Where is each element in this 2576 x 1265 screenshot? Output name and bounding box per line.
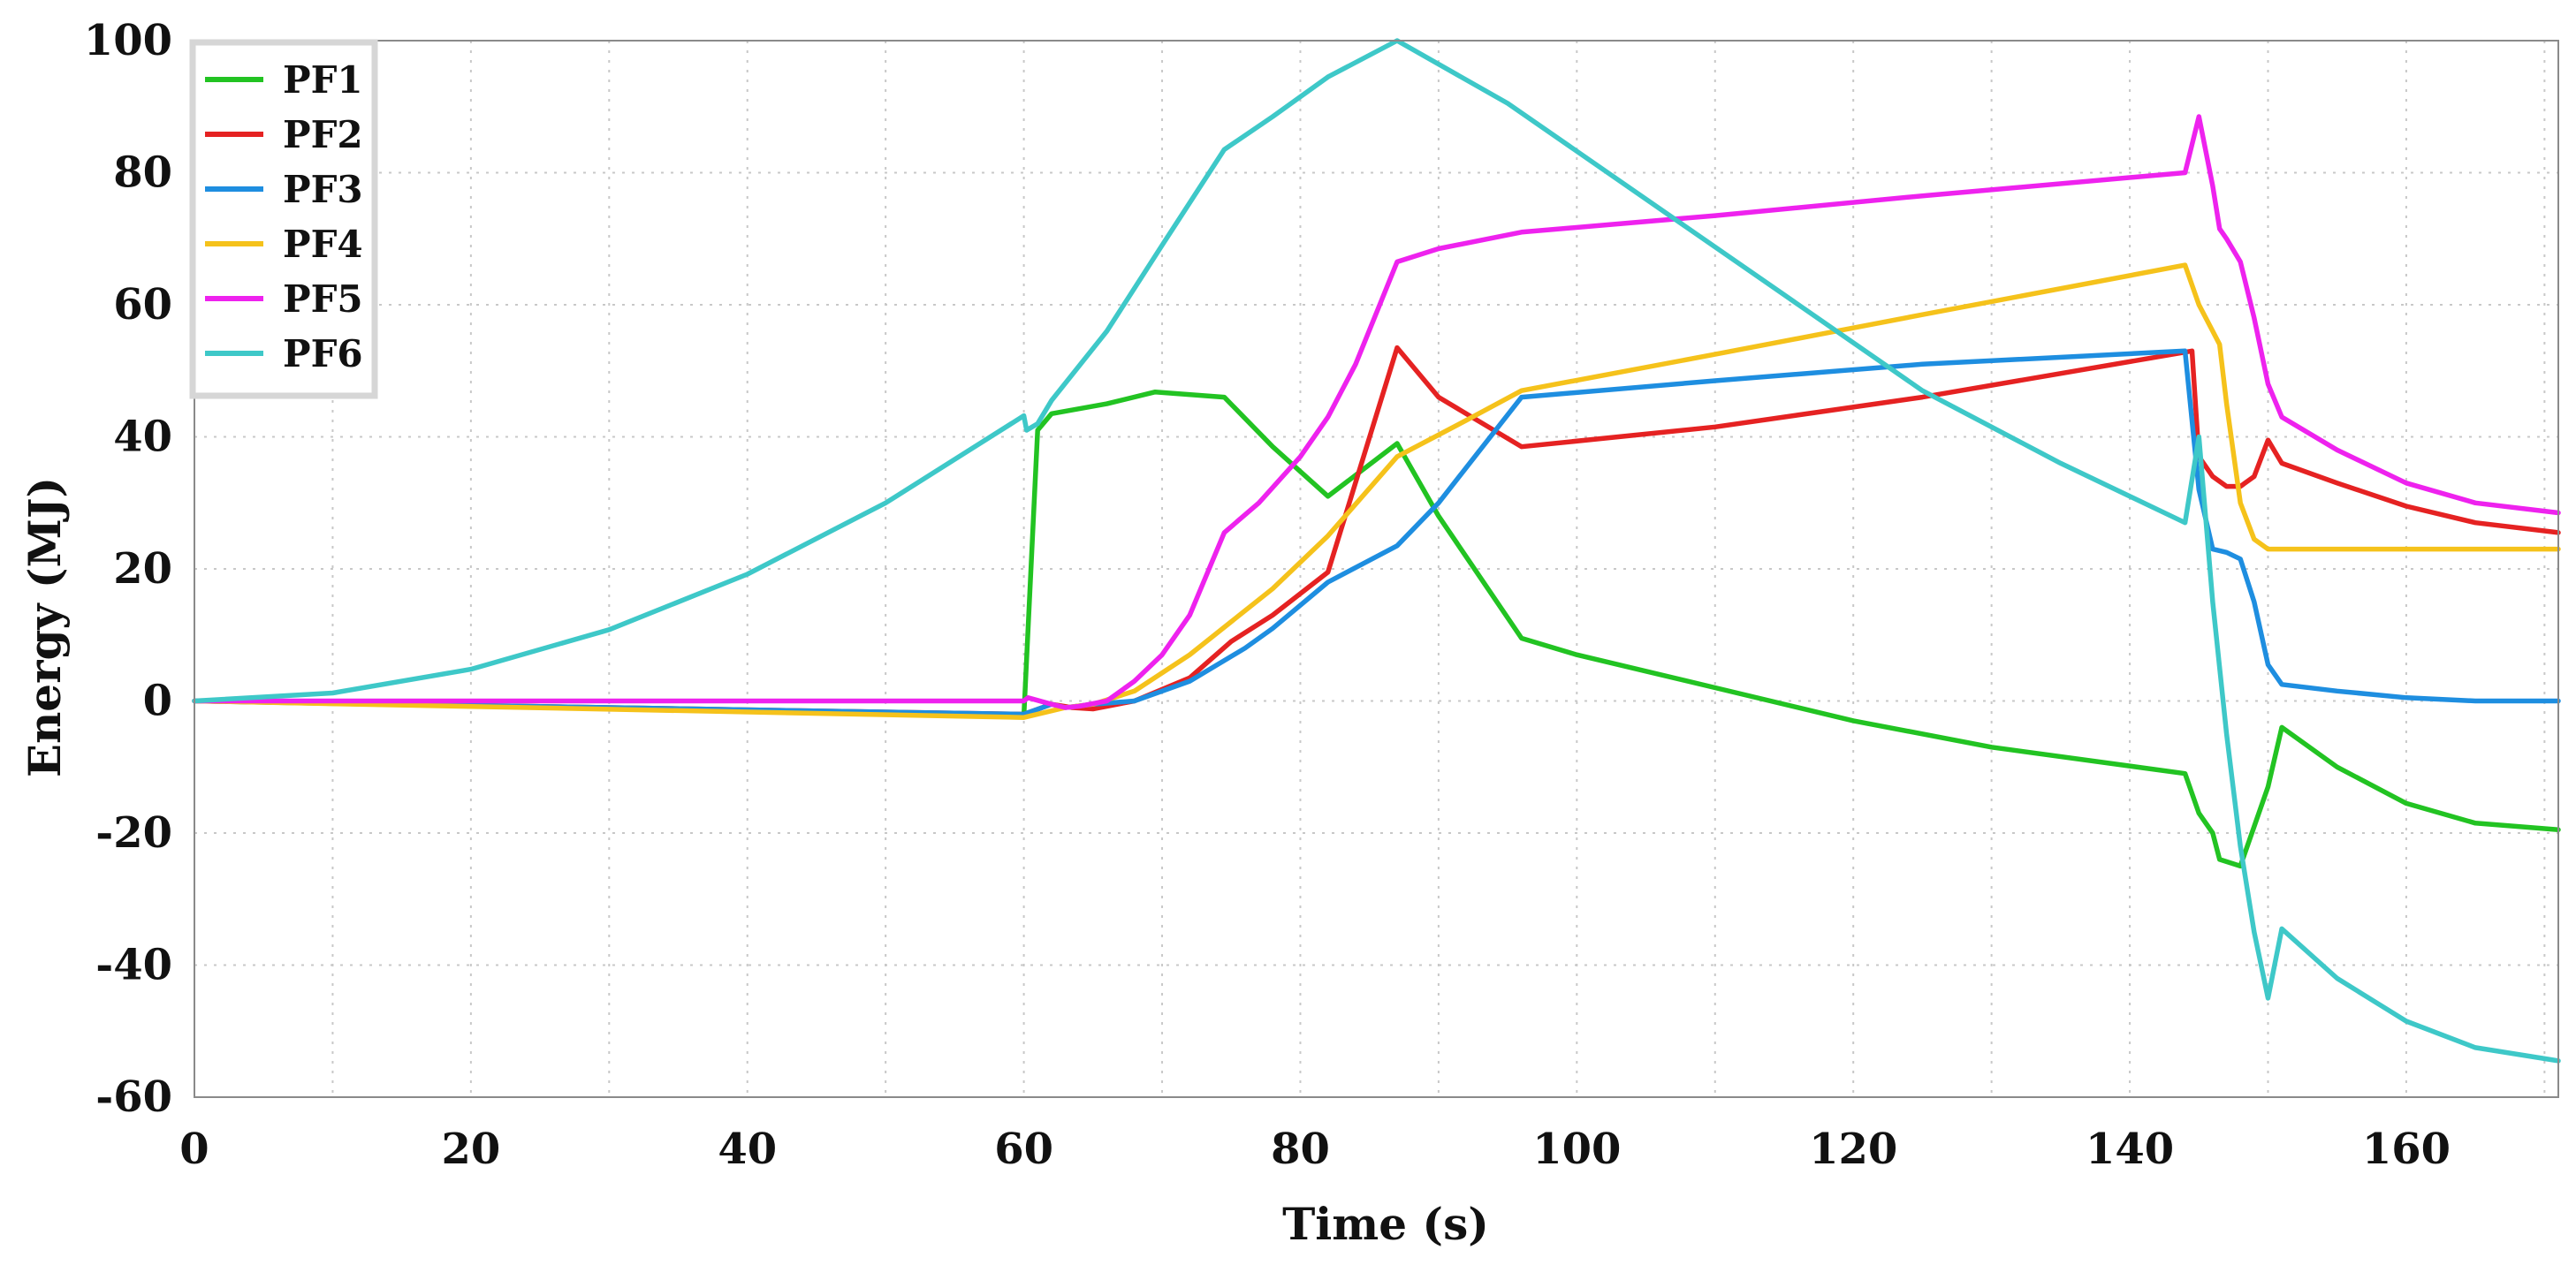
y-tick-label: 80 [113,148,172,198]
y-tick-label: 40 [113,413,172,462]
series-line-pf5 [192,114,2561,710]
legend-label-pf3: PF3 [283,168,363,211]
y-tick-label: -40 [95,941,172,990]
x-tick-label: 80 [1271,1125,1330,1174]
legend-label-pf2: PF2 [283,113,363,156]
y-tick-label: 60 [113,280,172,330]
x-tick-label: 0 [179,1125,209,1174]
x-tick-label: 120 [1809,1125,1897,1174]
series-line-pf6 [192,38,2561,1064]
grid-lines [194,41,2558,1097]
x-tick-label: 60 [994,1125,1053,1174]
x-tick-label: 20 [441,1125,500,1174]
x-tick-label: 40 [718,1125,777,1174]
series-line-pf1 [192,389,2561,869]
legend-label-pf4: PF4 [283,223,363,266]
y-axis-ticks: 100 80 60 40 20 0 -20 -40 -60 [84,16,172,1122]
y-tick-label: 0 [143,677,172,726]
y-tick-label: 20 [113,544,172,594]
y-tick-label: -20 [95,808,172,858]
series-line-pf3 [192,348,2561,717]
legend-label-pf1: PF1 [283,58,363,102]
x-tick-label: 140 [2086,1125,2174,1174]
plot-frame [194,40,2559,1098]
legend-label-pf5: PF5 [283,277,363,321]
x-tick-label: 100 [1532,1125,1621,1174]
x-tick-label: 160 [2362,1125,2451,1174]
y-axis-title: Energy (MJ) [19,477,71,777]
series-lines [192,38,2561,1064]
series-line-pf2 [192,345,2561,717]
x-axis-title: Time (s) [1282,1198,1489,1250]
y-tick-label: -60 [95,1072,172,1122]
x-axis-ticks: 0 20 40 60 80 100 120 140 160 [179,1125,2451,1174]
legend: PF1 PF2 PF3 PF4 PF5 PF6 [189,39,378,399]
y-tick-label: 100 [84,16,172,65]
legend-label-pf6: PF6 [283,332,363,375]
legend-box [189,39,378,399]
